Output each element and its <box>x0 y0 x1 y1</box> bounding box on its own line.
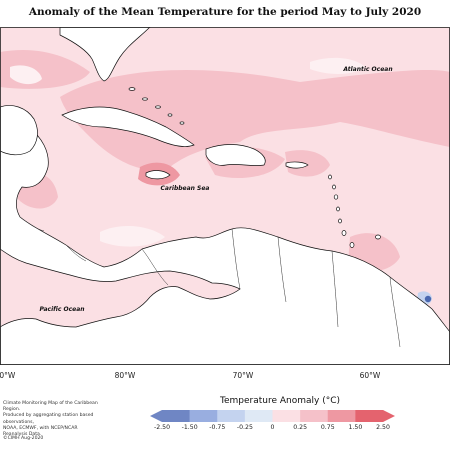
lon-label-60w: 60°W <box>359 371 381 380</box>
credit-line: NOAA, ECMWF, with NCEP/NCAR Reanalysis D… <box>3 425 78 438</box>
colorbar-tick-label: 0.25 <box>293 424 308 431</box>
anomaly-patch-neutral-south <box>100 225 165 247</box>
lon-label-80w: 80°W <box>114 371 136 380</box>
anomaly-spot-cold <box>424 295 432 303</box>
colorbar-tick-label: -0.25 <box>236 424 253 431</box>
colorbar-segment <box>244 410 273 422</box>
colorbar-tick-label: 2.50 <box>376 424 390 431</box>
lon-label-70w: 70°W <box>232 371 254 380</box>
colorbar-segment <box>217 410 246 422</box>
lon-label-90w: 90°W <box>0 371 16 380</box>
credit-text: Climate Monitoring Map of the Caribbean … <box>3 401 103 438</box>
colorbar-tick-label: 0 <box>270 424 275 431</box>
land-cuba <box>61 106 195 147</box>
colorbar-tick-label: -1.50 <box>181 424 198 431</box>
anomaly-map: Atlantic Ocean Caribbean Sea Pacific Oce… <box>0 27 450 365</box>
land-puerto-rico <box>285 161 309 169</box>
land-lesser-antilles <box>328 174 381 248</box>
anomaly-patch-neutral-florida <box>10 65 42 85</box>
colorbar-segment <box>300 410 329 422</box>
land-florida <box>59 27 151 82</box>
colorbar-tick-label: 1.50 <box>348 424 363 431</box>
colorbar-tick-label: -0.75 <box>209 424 226 431</box>
credit-line: Climate Monitoring Map of the Caribbean … <box>3 401 98 413</box>
country-borders <box>19 216 401 348</box>
copyright-text: ©CIMH Aug-2020 <box>3 436 44 441</box>
colorbar-segment <box>162 410 190 422</box>
legend-title: Temperature Anomaly (°C) <box>219 396 340 406</box>
colorbar-segment <box>272 410 301 422</box>
colorbar-segment <box>327 410 356 422</box>
land-hispaniola <box>205 144 266 166</box>
label-atlantic-ocean: Atlantic Ocean <box>342 66 392 73</box>
anomaly-patch-east <box>285 150 330 177</box>
colorbar-segment <box>355 410 384 422</box>
colorbar-tick-label: -2.50 <box>153 424 171 431</box>
land-jamaica <box>145 170 171 180</box>
colorbar-segment <box>189 410 218 422</box>
land-bahamas <box>128 87 185 125</box>
label-caribbean-sea: Caribbean Sea <box>161 185 210 192</box>
colorbar-tip-low <box>150 410 162 422</box>
map-title: Anomaly of the Mean Temperature for the … <box>28 6 422 18</box>
colorbar-ticks: -2.50 -1.50 -0.75 -0.25 0 0.25 0.75 1.50 2.50 <box>150 424 395 434</box>
label-pacific-ocean: Pacific Ocean <box>39 306 84 313</box>
colorbar-tick-label: 0.75 <box>320 424 335 431</box>
colorbar <box>150 410 395 422</box>
land-yucatan <box>0 105 38 156</box>
land-central-south-america <box>0 120 450 365</box>
credit-line: Produced by aggregating station based ob… <box>3 413 94 425</box>
colorbar-tip-high <box>383 410 395 422</box>
anomaly-patch-neutral-north <box>310 57 365 74</box>
anomaly-patch-bahamas <box>60 70 450 170</box>
